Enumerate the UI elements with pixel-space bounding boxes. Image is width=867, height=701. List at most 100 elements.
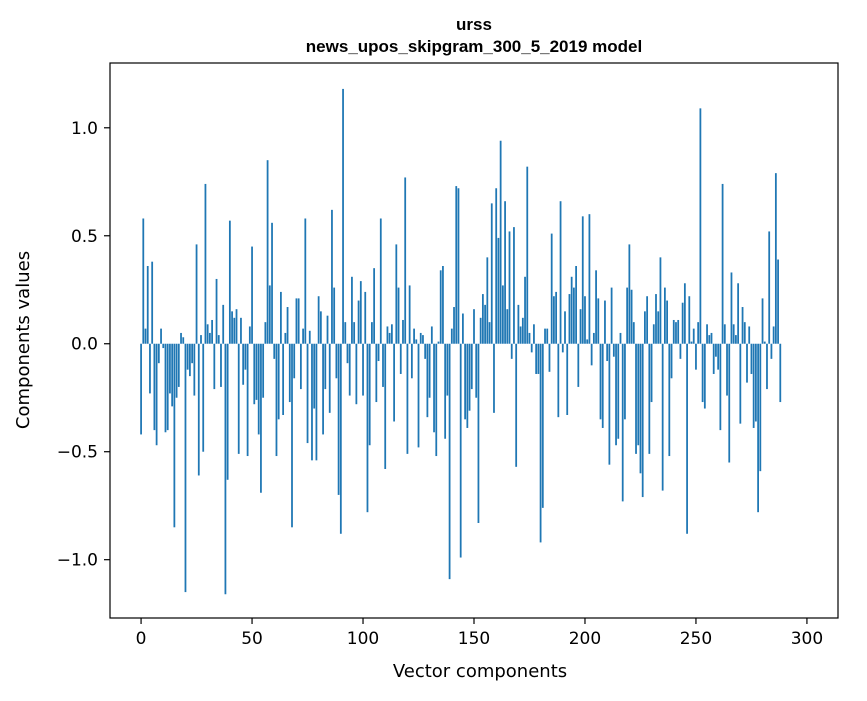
bar-230 (650, 343, 653, 403)
bar-265 (728, 343, 731, 463)
bar-200 (584, 296, 586, 344)
bar-280 (761, 298, 764, 344)
bar-283 (768, 231, 771, 344)
bar-153 (479, 317, 482, 344)
bar-266 (730, 272, 733, 344)
bar-204 (592, 332, 595, 344)
bar-201 (586, 339, 589, 344)
bar-156 (486, 257, 489, 344)
bar-252 (699, 108, 702, 344)
bar-66 (286, 307, 289, 344)
bar-173 (524, 276, 526, 344)
bar-22 (189, 343, 191, 377)
bar-244 (681, 302, 684, 344)
bar-278 (757, 343, 759, 513)
bar-83 (324, 343, 327, 390)
bar-190 (561, 343, 564, 353)
bar-158 (490, 203, 493, 344)
x-tick-label: 0 (136, 629, 147, 649)
bar-246 (686, 343, 688, 534)
bar-286 (774, 173, 777, 344)
bar-198 (579, 309, 582, 344)
bar-220 (628, 244, 631, 344)
bar-134 (437, 341, 440, 344)
bar-47 (244, 343, 247, 370)
bar-104 (371, 322, 373, 344)
bar-0 (140, 343, 142, 435)
bar-53 (257, 343, 260, 435)
bar-12 (166, 343, 169, 431)
bar-29 (204, 183, 207, 344)
bar-189 (559, 201, 562, 344)
bar-69 (293, 343, 296, 379)
bar-241 (675, 322, 677, 344)
bar-177 (533, 324, 535, 344)
bar-89 (337, 343, 340, 495)
bar-120 (406, 343, 409, 454)
bar-7 (155, 343, 158, 446)
bar-23 (191, 343, 194, 364)
bar-284 (770, 343, 773, 359)
bar-43 (235, 309, 238, 344)
bar-169 (515, 343, 518, 467)
bar-117 (399, 343, 402, 374)
bar-253 (701, 343, 704, 403)
bar-30 (206, 324, 209, 344)
bar-236 (663, 287, 666, 344)
bar-26 (197, 343, 200, 476)
bar-106 (375, 343, 378, 403)
bar-187 (555, 291, 558, 344)
bar-88 (335, 343, 338, 379)
bar-80 (317, 296, 320, 344)
bar-99 (359, 281, 362, 344)
bar-215 (617, 343, 620, 439)
bar-51 (253, 343, 256, 405)
bar-50 (251, 246, 253, 344)
bar-249 (692, 328, 695, 344)
bar-251 (697, 322, 700, 344)
bar-272 (743, 322, 746, 344)
bar-32 (211, 319, 213, 344)
bar-213 (612, 343, 615, 357)
bar-178 (535, 343, 538, 374)
bar-188 (557, 343, 560, 418)
bar-125 (417, 343, 420, 448)
bar-4 (149, 343, 151, 394)
bar-274 (748, 326, 751, 344)
bar-209 (604, 300, 606, 344)
bar-146 (464, 343, 467, 420)
bar-64 (282, 343, 285, 415)
chart-subtitle: news_upos_skipgram_300_5_2019 model (306, 37, 642, 56)
bar-52 (255, 343, 258, 400)
x-tick-label: 300 (791, 629, 823, 649)
y-axis-label: Components values (13, 251, 34, 429)
bar-58 (268, 285, 271, 344)
bar-137 (444, 343, 447, 439)
bar-269 (737, 283, 740, 344)
bar-96 (353, 322, 356, 344)
bar-245 (683, 283, 686, 344)
bar-197 (577, 343, 580, 387)
bar-183 (546, 328, 549, 344)
bar-35 (217, 335, 220, 344)
bar-225 (639, 343, 642, 474)
bar-17 (177, 343, 180, 387)
bar-224 (637, 343, 640, 446)
bar-175 (528, 332, 531, 344)
bar-262 (721, 183, 724, 344)
bar-128 (424, 343, 427, 359)
bar-127 (422, 335, 424, 344)
bar-256 (708, 335, 711, 344)
bar-132 (433, 343, 435, 433)
bar-206 (597, 298, 600, 344)
bar-160 (495, 188, 498, 344)
bar-276 (752, 343, 755, 428)
bar-166 (508, 231, 511, 344)
bar-45 (240, 317, 242, 344)
bar-202 (588, 214, 591, 344)
bar-116 (397, 287, 400, 344)
bar-145 (462, 313, 464, 344)
bar-98 (357, 300, 360, 344)
